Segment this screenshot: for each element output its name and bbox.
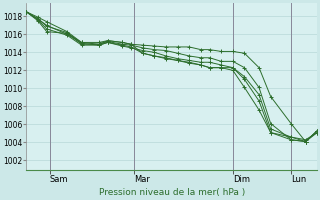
X-axis label: Pression niveau de la mer( hPa ): Pression niveau de la mer( hPa ) (99, 188, 245, 197)
